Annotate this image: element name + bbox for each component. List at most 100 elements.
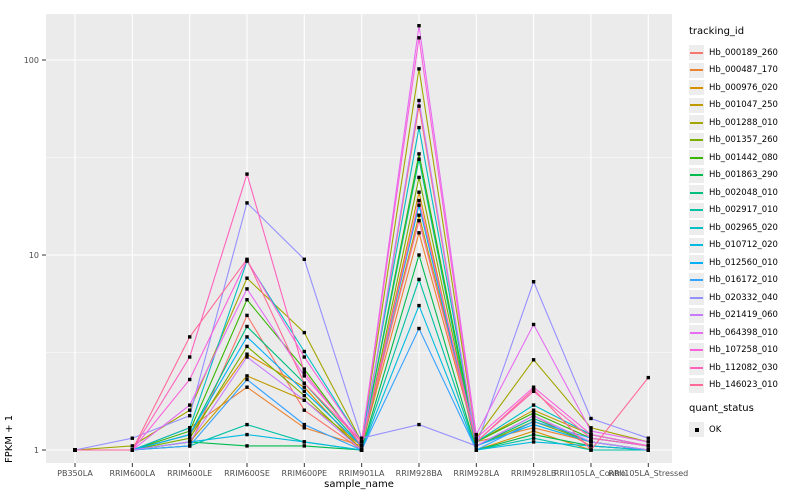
data-point xyxy=(646,375,650,380)
data-point xyxy=(417,277,421,282)
data-point xyxy=(417,67,421,71)
x-axis-title: sample_name xyxy=(324,479,394,490)
legend-item-label: Hb_021419_060 xyxy=(709,310,778,321)
data-point xyxy=(359,448,364,452)
data-point xyxy=(417,104,421,108)
data-point xyxy=(531,426,536,430)
data-point xyxy=(531,440,536,444)
data-point xyxy=(188,403,192,407)
legend-key-swatch xyxy=(689,150,704,166)
data-point xyxy=(302,349,306,354)
legend-item: Hb_002048_010 xyxy=(689,184,799,202)
legend-line-icon xyxy=(690,86,703,89)
data-point xyxy=(245,287,249,291)
legend-item: Hb_000189_260 xyxy=(689,44,799,62)
data-point xyxy=(474,440,478,444)
legend-item: Hb_146023_010 xyxy=(689,377,799,395)
data-point xyxy=(531,403,536,407)
legend-tracking-id: tracking_id Hb_000189_260 Hb_000487_170 Hb… xyxy=(689,26,799,394)
legend-item-label: Hb_002917_010 xyxy=(709,205,778,216)
data-point xyxy=(302,370,306,375)
data-point xyxy=(188,414,192,418)
data-point xyxy=(302,330,306,335)
legend-key-swatch xyxy=(689,115,704,131)
data-point xyxy=(359,440,364,444)
data-point xyxy=(245,385,249,389)
legend-key-swatch xyxy=(689,220,704,236)
legend-line-icon xyxy=(690,121,703,124)
data-point xyxy=(245,377,249,382)
data-point xyxy=(589,444,593,448)
data-point xyxy=(531,408,536,412)
legend-item-label: Hb_012560_010 xyxy=(709,257,778,268)
data-point xyxy=(302,389,306,393)
data-point xyxy=(245,355,249,359)
legend-line-icon xyxy=(690,226,703,229)
data-point xyxy=(302,440,306,444)
legend-line-icon xyxy=(690,174,703,177)
data-point xyxy=(73,448,77,452)
data-point xyxy=(417,24,421,28)
legend-item: Hb_012560_010 xyxy=(689,254,799,272)
legend-item: Hb_001357_260 xyxy=(689,132,799,150)
legend-item: Hb_064398_010 xyxy=(689,324,799,342)
data-point xyxy=(474,432,478,437)
data-point xyxy=(531,385,536,389)
legend-item-label: Hb_001863_290 xyxy=(709,170,778,181)
data-point xyxy=(417,213,421,217)
x-tick-label: RRIM600SE xyxy=(224,469,270,478)
legend-item: Hb_000976_020 xyxy=(689,79,799,97)
data-point xyxy=(417,175,421,180)
legend-item-label: Hb_000976_020 xyxy=(709,82,778,93)
legend-item: Hb_020332_040 xyxy=(689,289,799,307)
data-point xyxy=(531,280,536,284)
data-point xyxy=(531,432,536,437)
data-point xyxy=(302,385,306,389)
legend-key-swatch xyxy=(689,290,704,306)
data-point xyxy=(302,408,306,412)
data-point xyxy=(589,432,593,437)
data-point xyxy=(130,448,134,452)
data-point xyxy=(188,377,192,382)
legend-line-icon xyxy=(690,244,703,247)
legend-item-label: Hb_001442_080 xyxy=(709,152,778,163)
data-point xyxy=(130,444,134,448)
data-point xyxy=(302,426,306,430)
data-point xyxy=(359,444,364,448)
data-point xyxy=(531,429,536,433)
legend-key-swatch xyxy=(689,272,704,288)
data-point xyxy=(531,358,536,362)
x-tick-label: RRIM928LA xyxy=(453,469,499,478)
data-point xyxy=(474,436,478,440)
data-point xyxy=(188,444,192,448)
y-tick-label: 1 xyxy=(34,446,39,455)
data-point xyxy=(417,219,421,223)
legend-line-icon xyxy=(690,156,703,159)
data-point xyxy=(417,326,421,331)
legend-quant-status: quant_status OK xyxy=(689,403,799,439)
legend-key-swatch xyxy=(689,342,704,358)
legend-item-label: Hb_146023_010 xyxy=(709,380,778,391)
legend-item-ok: OK xyxy=(689,421,799,439)
legend-key-swatch xyxy=(689,360,704,376)
data-point xyxy=(531,419,536,424)
data-point xyxy=(245,352,249,356)
legend-key-swatch xyxy=(689,325,704,341)
data-point xyxy=(245,335,249,339)
y-tick-label: 10 xyxy=(29,251,39,260)
x-tick-label: RRII105LA_Control xyxy=(554,469,628,478)
x-tick-label: PB350LA xyxy=(57,469,93,478)
legend-item-label: Hb_001357_260 xyxy=(709,135,778,146)
legend-line-icon xyxy=(690,139,703,142)
data-point xyxy=(245,374,249,378)
data-point xyxy=(589,416,593,421)
legend-item-label: Hb_016172_010 xyxy=(709,275,778,286)
data-point xyxy=(417,203,421,207)
data-point xyxy=(245,444,249,448)
data-point xyxy=(188,355,192,359)
legend-line-icon xyxy=(690,384,703,387)
x-tick-label: RRIM600PE xyxy=(282,469,328,478)
data-point xyxy=(188,408,192,412)
legend-item: Hb_021419_060 xyxy=(689,307,799,325)
